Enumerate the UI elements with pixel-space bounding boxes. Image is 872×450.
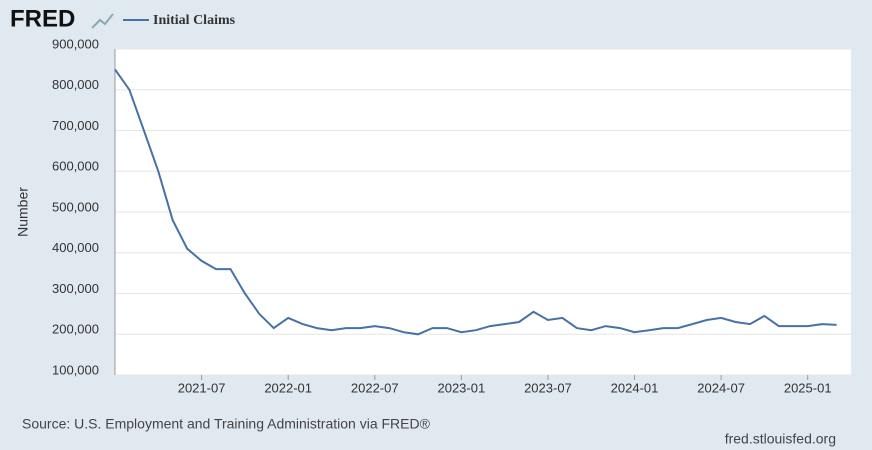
y-axis-label: Number xyxy=(15,187,31,237)
series-line xyxy=(114,68,837,336)
source: Source: U.S. Employment and Training Adm… xyxy=(22,416,431,432)
x-tick-label: 2023-01 xyxy=(437,380,485,395)
y-tick-label: 600,000 xyxy=(52,159,99,174)
x-tick-label: 2025-01 xyxy=(784,380,832,395)
y-tick-label: 400,000 xyxy=(52,240,99,255)
y-tick-label: 500,000 xyxy=(52,199,99,214)
x-tick-label: 2022-01 xyxy=(264,380,312,395)
x-tick-label: 2024-01 xyxy=(611,380,659,395)
y-tick-label: 300,000 xyxy=(52,281,99,296)
x-tick-label: 2022-07 xyxy=(351,380,399,395)
x-tick-label: 2023-07 xyxy=(524,380,572,395)
y-tick-label: 200,000 xyxy=(52,322,99,337)
y-tick-label: 100,000 xyxy=(52,362,99,377)
y-tick-label: 900,000 xyxy=(52,36,99,51)
legend-label: Initial Claims xyxy=(153,13,236,28)
y-tick-label: 700,000 xyxy=(52,118,99,133)
logo-icon xyxy=(91,13,114,29)
site: fred.stlouisfed.org xyxy=(725,431,836,447)
y-tick-label: 800,000 xyxy=(52,77,99,92)
x-tick-label: 2021-07 xyxy=(178,380,226,395)
logo: FRED xyxy=(10,5,75,32)
x-tick-label: 2024-07 xyxy=(697,380,745,395)
